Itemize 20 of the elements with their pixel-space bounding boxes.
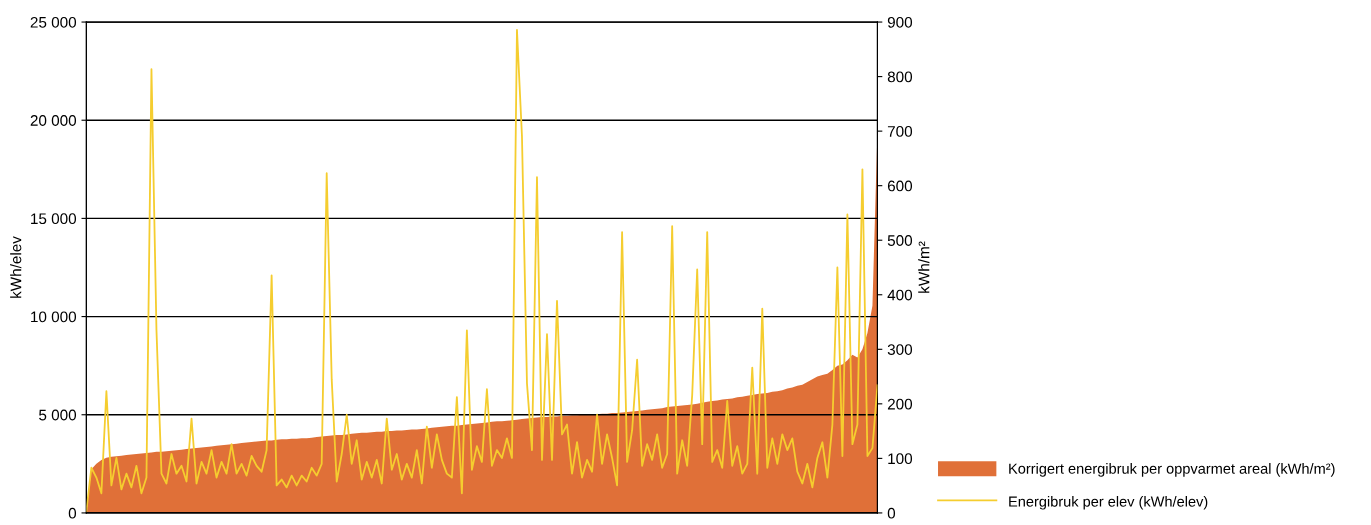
y-tick-label: 10 000 xyxy=(31,311,77,323)
y2-tick-label: 400 xyxy=(887,289,913,301)
legend-label: Energibruk per elev (kWh/elev) xyxy=(1009,496,1208,510)
y2-tick-label: 600 xyxy=(887,180,913,192)
y2-tick-label: 800 xyxy=(887,71,913,83)
legend-label: Korrigert energibruk per oppvarmet areal (kWh/m²) xyxy=(1009,463,1335,477)
y-axis-title: kWh/elev xyxy=(10,236,22,298)
y2-tick-label: 900 xyxy=(887,16,913,28)
y2-axis-title: kWh/m² xyxy=(918,241,930,293)
y-tick-label: 25 000 xyxy=(30,16,77,28)
y-tick-label: 0 xyxy=(68,507,77,519)
y2-tick-label: 200 xyxy=(887,398,913,410)
y2-tick-label: 100 xyxy=(888,453,913,465)
y-tick-label: 15 000 xyxy=(31,213,77,225)
y-tick-label: 20 000 xyxy=(30,115,77,126)
y2-tick-label: 700 xyxy=(887,126,913,137)
y2-tick-label: 500 xyxy=(887,235,913,246)
y-tick-label: 5 000 xyxy=(39,409,77,421)
y2-tick-label: 300 xyxy=(887,344,913,355)
y2-tick-label: 0 xyxy=(887,507,896,519)
